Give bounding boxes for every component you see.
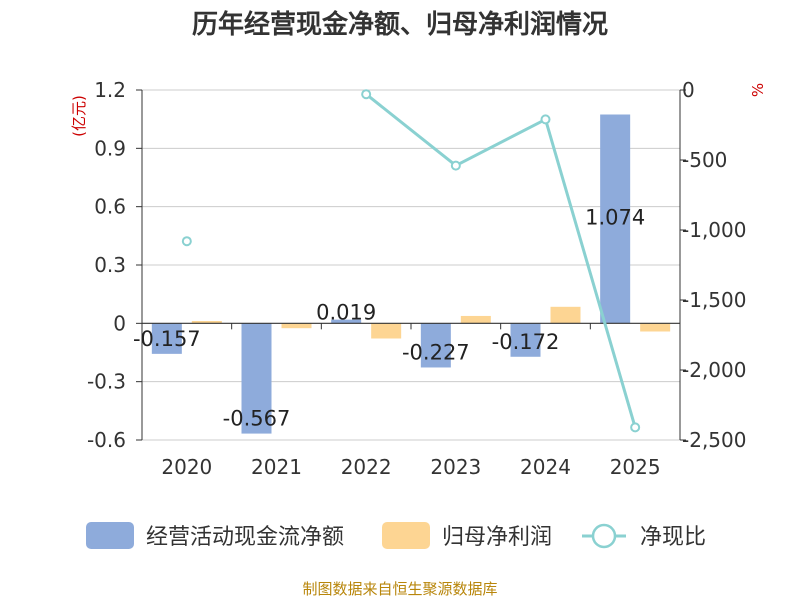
left-tick-label: -0.6 — [87, 428, 126, 452]
legend-label-netprofit: 归母净利润 — [442, 525, 552, 550]
x-tick-label: 2024 — [520, 455, 571, 479]
bar-netprofit — [281, 323, 312, 329]
ratio-point — [450, 160, 461, 171]
legend-marker-ratio — [591, 523, 617, 549]
source-note: 制图数据来自恒生聚源数据库 — [302, 580, 497, 598]
x-axis-ticks: 2020 2021 2022 2023 2024 2025 — [161, 455, 660, 479]
x-tick-label: 2020 — [161, 455, 212, 479]
ratio-point — [361, 89, 372, 100]
right-axis-ticks: -2,500 -2,000 -1,500 -1,000 -500 0 — [680, 78, 746, 452]
x-tick-label: 2023 — [430, 455, 481, 479]
right-tick-label: 0 — [682, 78, 695, 102]
bar-cashflow — [331, 319, 362, 324]
bar-netprofit — [371, 323, 402, 339]
legend-item-ratio[interactable]: 净现比 — [582, 523, 706, 550]
chart-title: 历年经营现金净额、归母净利润情况 — [192, 9, 608, 40]
left-tick-label: 1.2 — [94, 78, 126, 102]
ratio-point — [630, 422, 641, 433]
ratio-line-segment — [544, 117, 637, 429]
ratio-point — [540, 114, 551, 125]
legend-label-cashflow: 经营活动现金流净额 — [146, 525, 344, 550]
legend-item-cashflow[interactable]: 经营活动现金流净额 — [86, 522, 344, 550]
bar-marks — [151, 114, 671, 434]
bar-cashflow — [151, 323, 182, 354]
x-tick-label: 2021 — [251, 455, 302, 479]
right-axis-unit: % — [749, 83, 767, 97]
left-tick-label: 0.3 — [94, 253, 126, 277]
data-label-cashflow: -0.172 — [492, 330, 560, 354]
data-label-cashflow: -0.157 — [133, 327, 201, 351]
legend-label-ratio: 净现比 — [640, 525, 706, 550]
left-axis-ticks: -0.6 -0.3 0 0.3 0.6 0.9 1.2 — [87, 78, 142, 452]
legend-swatch-cashflow — [86, 522, 134, 549]
ratio-line-segment — [364, 92, 458, 168]
data-label-cashflow: -0.227 — [402, 340, 470, 364]
data-label-cashflow: 1.074 — [585, 206, 645, 230]
data-label-cashflow: -0.567 — [223, 407, 291, 431]
left-tick-label: -0.3 — [87, 370, 126, 394]
legend: 经营活动现金流净额 归母净利润 净现比 — [86, 522, 706, 550]
left-tick-label: 0 — [113, 311, 126, 335]
data-label-cashflow: 0.019 — [316, 300, 376, 324]
data-labels: -0.157 -0.567 0.019 -0.227 -0.172 1.074 — [133, 206, 645, 431]
bar-netprofit — [191, 321, 222, 324]
x-tick-label: 2022 — [341, 455, 392, 479]
bar-cashflow — [600, 114, 631, 324]
left-tick-label: 0.6 — [94, 195, 126, 219]
bar-netprofit — [460, 315, 491, 324]
ratio-point — [181, 236, 192, 247]
bar-netprofit — [640, 323, 671, 332]
left-axis-unit: (亿元) — [70, 95, 88, 137]
right-tick-label: -2,000 — [682, 358, 746, 382]
legend-item-netprofit[interactable]: 归母净利润 — [382, 522, 552, 550]
bar-cashflow — [510, 323, 541, 357]
bar-cashflow — [241, 323, 272, 434]
right-tick-label: -1,500 — [682, 288, 746, 312]
ratio-line-segment — [454, 117, 547, 168]
right-tick-label: -2,500 — [682, 428, 746, 452]
left-tick-label: 0.9 — [94, 136, 126, 160]
line-marks — [181, 89, 641, 433]
right-tick-label: -500 — [682, 148, 727, 172]
bar-netprofit — [550, 306, 581, 324]
x-tick-label: 2025 — [610, 455, 661, 479]
right-tick-label: -1,000 — [682, 218, 746, 242]
legend-swatch-netprofit — [382, 522, 430, 549]
bar-cashflow — [420, 323, 451, 368]
gridlines — [142, 89, 680, 441]
